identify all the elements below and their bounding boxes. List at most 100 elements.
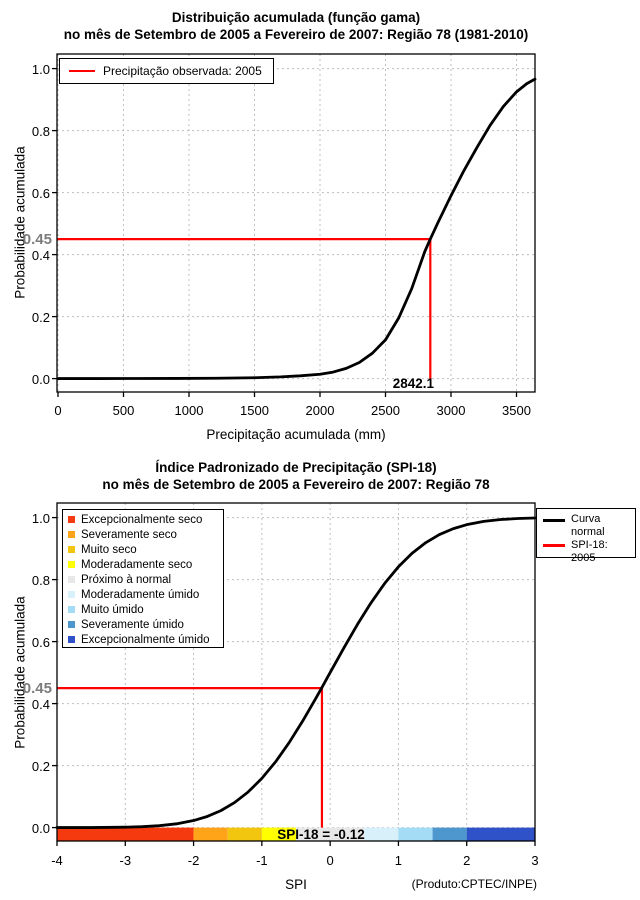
axis-ticks: [52, 67, 518, 397]
category-color-swatch: [68, 546, 75, 553]
spi-value-label: SPI-18 = -0.12: [277, 827, 365, 842]
y-tick-label: 0.0: [31, 820, 50, 836]
legend-item: Excepcionalmente úmido: [63, 632, 223, 647]
y-tick-label: 0.2: [31, 309, 50, 325]
x-tick-label: 2000: [305, 403, 335, 418]
chart-subtitle: no mês de Setembro de 2005 a Fevereiro d…: [102, 477, 490, 492]
x-tick-label: 2500: [371, 403, 400, 418]
x-tick-label: -4: [51, 853, 63, 868]
colorbar-segment: [466, 827, 535, 841]
red-line-swatch: [543, 544, 565, 547]
x-tick-label: 3500: [502, 403, 531, 418]
gridlines: [57, 54, 535, 392]
highlight-precipitation-value: 2842.1: [392, 376, 434, 391]
legend-item-label: Moderadamente úmido: [81, 588, 200, 601]
x-tick-label: 1000: [174, 403, 204, 418]
legend-item-label: Excepcionalmente úmido: [81, 633, 210, 646]
legend-item: Próximo à normal: [63, 572, 223, 587]
chart-title: Índice Padronizado de Precipitação (SPI-…: [155, 460, 437, 475]
legend-item-label: Precipitação observada: 2005: [103, 64, 262, 78]
gamma-cdf-plot: [52, 53, 537, 397]
y-tick-label: 0.0: [31, 371, 50, 387]
colorbar-segment: [227, 827, 262, 841]
x-tick-label: 3000: [436, 403, 466, 418]
colorbar-segment: [432, 827, 467, 841]
legend-item-label: Curva: [571, 513, 601, 525]
category-color-swatch: [68, 531, 75, 538]
product-credit: (Produto:CPTEC/INPE): [411, 877, 537, 891]
y-tick-label: 0.8: [31, 572, 50, 588]
x-tick-label: 0: [54, 403, 62, 418]
x-tick-label: 0: [326, 853, 334, 868]
legend-item: Severamente úmido: [63, 617, 223, 632]
category-color-swatch: [68, 561, 75, 568]
colorbar-segment: [364, 827, 399, 841]
x-tick-label: 500: [112, 403, 135, 418]
x-tick-label: -1: [256, 853, 268, 868]
x-axis-label: SPI: [285, 877, 307, 892]
y-tick-label: 0.6: [31, 634, 50, 650]
legend-item: Moderadamente seco: [63, 557, 223, 572]
cdf-curve: [55, 516, 537, 829]
highlight-trace-line: [57, 687, 324, 828]
legend-item-label: Excepcionalmente seco: [81, 513, 203, 526]
x-axis-label: Precipitação acumulada (mm): [206, 427, 386, 442]
category-color-swatch: [68, 516, 75, 523]
x-tick-label: -3: [119, 853, 132, 868]
y-axis-label: Probabilidade acumulada: [12, 596, 28, 749]
highlight-probability-label: 0.45: [22, 680, 52, 697]
highlight-probability-label: 0.45: [22, 231, 52, 248]
legend-item: Severamente seco: [63, 527, 223, 542]
x-tick-label: 2: [463, 853, 471, 868]
x-tick-label: 3: [531, 853, 539, 868]
spi-category-legend: Excepcionalmente seco Severamente seco Mui…: [62, 509, 224, 648]
y-tick-label: 1.0: [31, 510, 50, 526]
y-tick-label: 0.4: [31, 247, 50, 263]
legend-item: Excepcionalmente seco: [63, 512, 223, 527]
axis-ticks: [52, 516, 536, 846]
x-tick-label: -2: [187, 853, 200, 868]
black-line-swatch: [543, 519, 565, 522]
colorbar-segment: [398, 827, 433, 841]
plot-box: [56, 53, 536, 393]
legend-item-label: Severamente úmido: [81, 618, 184, 631]
legend-item-label: Muito úmido: [81, 603, 144, 616]
x-tick-label: 1500: [240, 403, 269, 418]
legend-item-label: Próximo à normal: [81, 573, 172, 586]
legend-item-normal-curve: Curva normal: [537, 513, 635, 539]
chart-title: Distribuição acumulada (função gama): [171, 10, 421, 25]
legend-item-label: normal: [571, 526, 605, 538]
x-tick-label: 1: [394, 853, 403, 868]
legend-item-label: SPI-18: 2005: [571, 539, 608, 564]
curves-legend: Curva normal SPI-18: 2005: [536, 508, 636, 564]
y-axis-label: Probabilidade acumulada: [12, 146, 28, 299]
category-color-swatch: [68, 606, 75, 613]
cdf-curve: [56, 77, 537, 380]
category-color-swatch: [68, 636, 75, 643]
category-color-swatch: [68, 591, 75, 598]
gamma-cdf-chart-section: Distribuição acumulada (função gama) no …: [12, 10, 537, 442]
legend-item-spi-2005: SPI-18: 2005: [537, 539, 635, 565]
colorbar-segment: [57, 827, 194, 841]
y-tick-label: 1.0: [31, 61, 50, 77]
category-color-swatch: [68, 621, 75, 628]
y-tick-label: 0.4: [31, 696, 50, 712]
plot-box: [56, 502, 536, 842]
legend-item-label: Muito seco: [81, 543, 137, 556]
highlight-trace-line: [57, 238, 432, 379]
legend-item: Muito úmido: [63, 602, 223, 617]
colorbar-segment: [295, 827, 365, 841]
legend-item-label: Severamente seco: [81, 528, 177, 541]
colorbar-segment: [193, 827, 228, 841]
chart-subtitle: no mês de Setembro de 2005 a Fevereiro d…: [63, 27, 529, 42]
legend: Precipitação observada: 2005: [59, 58, 274, 84]
legend-item-label: Moderadamente seco: [81, 558, 193, 571]
spi-cdf-chart-section: Índice Padronizado de Precipitação (SPI-…: [0, 450, 640, 900]
spi-colorbar: [57, 827, 535, 841]
colorbar-segment: [261, 827, 296, 841]
category-color-swatch: [68, 576, 75, 583]
red-line-swatch: [69, 69, 95, 73]
legend-item: Moderadamente úmido: [63, 587, 223, 602]
y-tick-label: 0.2: [31, 758, 50, 774]
